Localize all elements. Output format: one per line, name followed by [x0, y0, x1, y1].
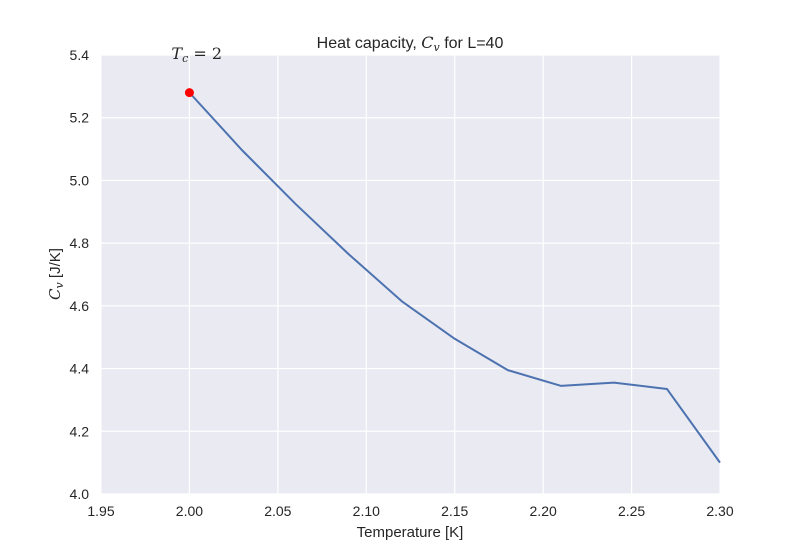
x-tick-label: 2.00: [176, 503, 203, 519]
chart-title-math-sub: v: [434, 41, 441, 54]
annotation-math-main: T: [171, 44, 183, 63]
x-axis-label: Temperature [K]: [357, 524, 464, 541]
critical-point-marker: [184, 88, 194, 98]
y-axis-label-suffix: [J/K]: [47, 248, 64, 282]
y-tick-label: 5.4: [70, 47, 90, 63]
x-tick-label: 2.10: [353, 503, 380, 519]
x-tick-label: 2.30: [706, 503, 733, 519]
y-axis-label-math: C: [46, 288, 64, 300]
y-axis-label: Cv [J/K]: [46, 248, 66, 300]
y-tick-label: 4.8: [70, 235, 90, 251]
y-tick-label: 4.6: [70, 298, 90, 314]
x-tick-label: 2.25: [618, 503, 645, 519]
x-tick-label: 2.20: [530, 503, 557, 519]
chart-title-suffix: for L=40: [440, 35, 504, 52]
x-tick-label: 2.15: [441, 503, 468, 519]
y-tick-labels: 4.0 4.2 4.4 4.6 4.8 5.0 5.2 5.4: [70, 47, 90, 502]
x-tick-label: 2.05: [264, 503, 291, 519]
y-tick-label: 5.0: [70, 172, 90, 188]
y-tick-label: 5.2: [70, 110, 90, 126]
y-tick-label: 4.4: [70, 361, 90, 377]
plot-background: [101, 55, 720, 494]
grid-lines: [100, 54, 721, 495]
critical-temperature-annotation: Tc = 2: [171, 44, 222, 65]
chart-title: Heat capacity, Cv for L=40: [317, 33, 504, 54]
x-tick-labels: 1.95 2.00 2.05 2.10 2.15 2.20 2.25 2.30: [87, 503, 733, 519]
series-line: [188, 91, 721, 464]
chart-title-prefix: Heat capacity,: [317, 35, 422, 52]
y-tick-label: 4.0: [70, 486, 90, 502]
x-tick-label: 1.95: [87, 503, 114, 519]
y-tick-label: 4.2: [70, 423, 90, 439]
annotation-rest: = 2: [188, 44, 222, 63]
data-series: [184, 88, 721, 464]
annotation-math-sub: c: [182, 52, 188, 65]
y-axis-label-math-sub: v: [53, 281, 66, 288]
chart-title-math: C: [421, 33, 433, 52]
